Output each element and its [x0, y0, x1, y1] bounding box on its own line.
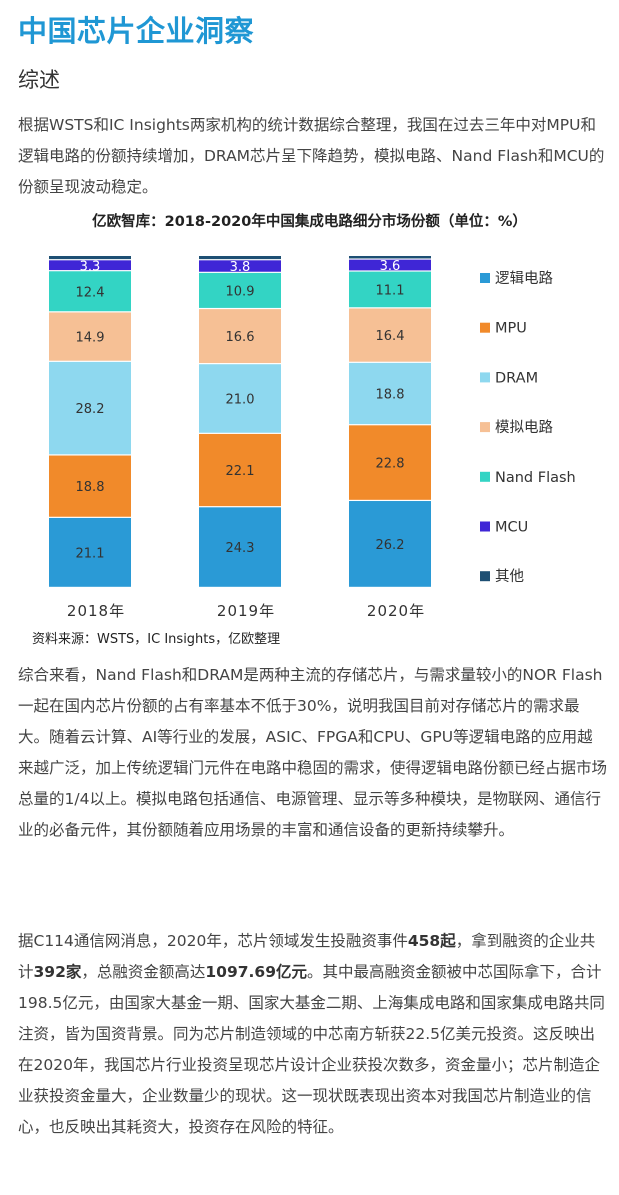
bar-segment	[199, 260, 281, 272]
bar-segment	[349, 308, 431, 362]
legend-swatch	[480, 322, 490, 333]
data-label: 21.0	[226, 393, 255, 408]
legend-swatch	[480, 571, 490, 582]
bar-segment	[49, 260, 131, 271]
x-tick-label: 2019年	[217, 602, 275, 620]
data-label: 18.8	[376, 388, 405, 403]
bar-segment	[349, 256, 431, 259]
data-label: 3.8	[230, 260, 251, 275]
data-label: 26.2	[376, 538, 405, 553]
investment-companies-count: 392家	[33, 963, 82, 981]
data-label: 18.8	[76, 480, 105, 495]
data-label: 12.4	[76, 285, 105, 300]
legend-swatch	[480, 422, 490, 433]
legend-label: Nand Flash	[495, 470, 576, 486]
data-label: 16.4	[376, 329, 405, 344]
bar-segment	[199, 433, 281, 507]
bar-segment	[49, 271, 131, 312]
bar-segment	[199, 309, 281, 364]
investment-text-1: 据C114通信网消息，2020年，芯片领域发生投融资事件	[18, 932, 408, 950]
bar-segment	[199, 272, 281, 308]
legend-label: MCU	[495, 520, 528, 536]
bar-segment	[349, 362, 431, 425]
data-label: 16.6	[226, 330, 255, 345]
legend-swatch	[480, 372, 490, 383]
data-label: 10.9	[226, 285, 255, 300]
analysis-paragraph: 综合来看，Nand Flash和DRAM是两种主流的存储芯片，与需求量较小的NO…	[18, 666, 608, 839]
legend-swatch	[480, 273, 490, 283]
bar-segment	[49, 312, 131, 361]
bar-segment	[349, 271, 431, 308]
data-label: 24.3	[226, 541, 255, 556]
bar-segment	[49, 455, 131, 517]
chart-title: 亿欧智库：2018-2020年中国集成电路细分市场份额（单位：%）	[92, 214, 527, 230]
stacked-bar-chart: 21.1 18.8 28.2 14.9 12.4 3.3 2018年 24.3 22.1 21.0…	[49, 256, 576, 620]
bar-segment	[349, 425, 431, 500]
investment-total-amount: 1097.69亿元	[205, 963, 307, 981]
bar-segment	[349, 501, 431, 587]
bar-segment	[349, 259, 431, 271]
chart-source: 资料来源：WSTS，IC Insights，亿欧整理	[32, 632, 281, 647]
investment-events-count: 458起	[407, 932, 456, 950]
legend-label: MPU	[495, 321, 527, 337]
legend-label: DRAM	[495, 370, 538, 386]
bar-segment	[49, 517, 131, 587]
legend-swatch	[480, 521, 490, 532]
data-label: 21.1	[76, 546, 105, 561]
legend-swatch	[480, 471, 490, 482]
investment-paragraph: 据C114通信网消息，2020年，芯片领域发生投融资事件458起，拿到融资的企业…	[18, 926, 608, 1143]
bar-segment	[49, 256, 131, 260]
legend-label: 模拟电路	[495, 419, 553, 436]
investment-text-4: 。其中最高融资金额被中芯国际拿下，合计198.5亿元，由国家大基金一期、国家大基…	[18, 963, 605, 1136]
bar-segment	[49, 361, 131, 455]
investment-text-3: ，总融资金额高达	[81, 963, 206, 981]
x-tick-label: 2020年	[367, 602, 425, 620]
data-label: 22.8	[376, 457, 405, 472]
data-label: 3.6	[380, 259, 401, 274]
data-label: 28.2	[76, 402, 105, 417]
intro-paragraph: 根据WSTS和IC Insights两家机构的统计数据综合整理，我国在过去三年中…	[18, 116, 605, 196]
bar-segment	[199, 256, 281, 260]
investment-text-2: ，拿到融资的企业共计	[18, 932, 596, 981]
x-tick-label: 2018年	[67, 602, 125, 620]
section-heading: 综述	[18, 68, 60, 92]
page-title: 中国芯片企业洞察	[18, 14, 255, 48]
data-label: 3.3	[80, 259, 101, 274]
legend-label: 其他	[495, 568, 524, 585]
bar-segment	[199, 507, 281, 587]
legend-label: 逻辑电路	[495, 270, 553, 287]
data-label: 22.1	[226, 464, 255, 479]
bar-segment	[199, 364, 281, 433]
data-label: 14.9	[76, 331, 105, 346]
data-label: 11.1	[376, 284, 405, 299]
